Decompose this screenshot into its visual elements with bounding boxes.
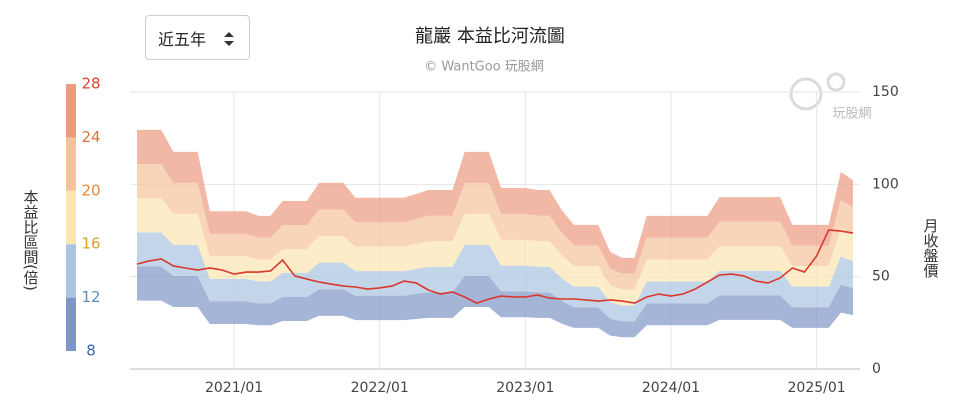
color-scale-label: 28 [81, 75, 100, 93]
x-tick-label: 2025/01 [788, 380, 846, 396]
range-selector[interactable]: 近五年 [145, 15, 250, 60]
x-tick-label: 2023/01 [496, 380, 554, 396]
color-scale-title: 本益比區間(倍) [22, 189, 40, 291]
pe-band [137, 198, 853, 306]
chart-subtitle: © WantGoo 玩股網 [424, 60, 544, 75]
y-tick-label: 150 [872, 84, 899, 100]
color-scale-segment [66, 137, 76, 191]
color-scale-segment [66, 244, 76, 298]
color-scale-label: 8 [86, 342, 96, 360]
y-tick-label: 50 [872, 269, 890, 285]
pe-band [137, 266, 853, 338]
y-tick-label: 0 [872, 361, 881, 377]
color-scale-label: 24 [81, 128, 100, 146]
y-axis-title: 月收盤價 [922, 218, 940, 278]
pe-band [137, 164, 853, 290]
x-tick-label: 2021/01 [205, 380, 263, 396]
watermark-icon [789, 72, 846, 111]
color-scale-label: 20 [81, 181, 100, 199]
selector-arrows [224, 32, 234, 46]
pe-band [137, 232, 853, 322]
x-tick-label: 2022/01 [351, 380, 409, 396]
color-scale-segment [66, 84, 76, 138]
x-tick-label: 2024/01 [642, 380, 700, 396]
price-line [136, 229, 854, 304]
watermark: 玩股網 [832, 107, 871, 122]
chart-title: 龍巖 本益比河流圖 [415, 26, 565, 47]
range-selector-label: 近五年 [158, 29, 207, 49]
color-scale-segment [66, 190, 76, 245]
color-scale-label: 16 [81, 235, 100, 253]
color-scale-segment [66, 297, 76, 351]
color-scale-label: 12 [81, 288, 100, 306]
y-tick-label: 100 [872, 176, 899, 192]
